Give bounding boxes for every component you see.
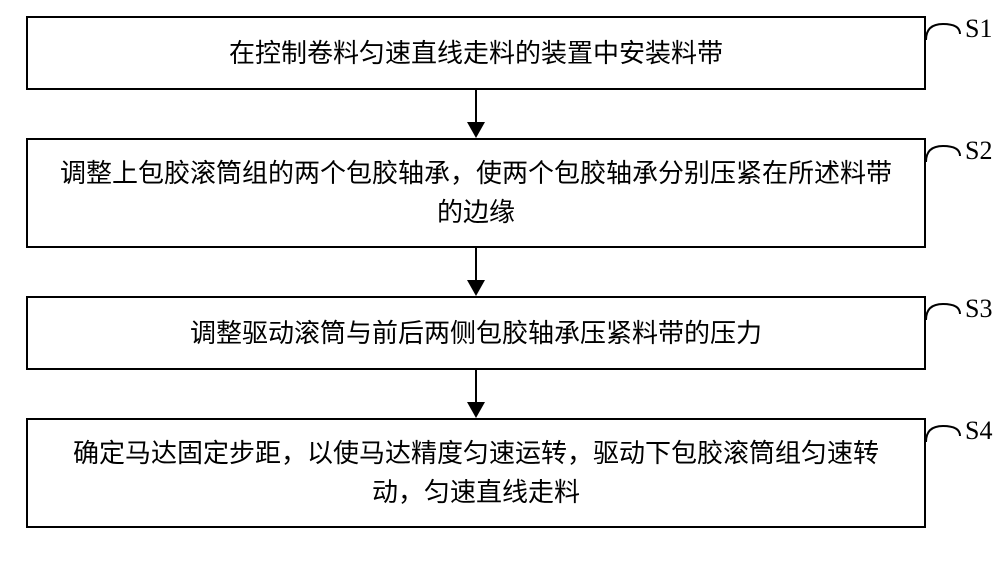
- step-label-3: S3: [965, 294, 992, 324]
- arrow-head-1: [467, 122, 485, 138]
- step-box-1: 在控制卷料匀速直线走料的装置中安装料带: [26, 16, 926, 90]
- step-text-3: 调整驱动滚筒与前后两侧包胶轴承压紧料带的压力: [190, 314, 762, 353]
- step-box-2: 调整上包胶滚筒组的两个包胶轴承，使两个包胶轴承分别压紧在所述料带的边缘: [26, 138, 926, 248]
- step-text-4: 确定马达固定步距，以使马达精度匀速运转，驱动下包胶滚筒组匀速转动，匀速直线走料: [48, 434, 904, 512]
- step-text-1: 在控制卷料匀速直线走料的装置中安装料带: [229, 34, 723, 73]
- arrow-line-2: [475, 248, 477, 280]
- arrow-line-1: [475, 90, 477, 122]
- step-box-3: 调整驱动滚筒与前后两侧包胶轴承压紧料带的压力: [26, 296, 926, 370]
- step-label-4: S4: [965, 416, 992, 446]
- step-label-2: S2: [965, 136, 992, 166]
- arrow-head-3: [467, 402, 485, 418]
- step-label-1: S1: [965, 14, 992, 44]
- step-box-4: 确定马达固定步距，以使马达精度匀速运转，驱动下包胶滚筒组匀速转动，匀速直线走料: [26, 418, 926, 528]
- arrow-head-2: [467, 280, 485, 296]
- step-text-2: 调整上包胶滚筒组的两个包胶轴承，使两个包胶轴承分别压紧在所述料带的边缘: [48, 154, 904, 232]
- arrow-line-3: [475, 370, 477, 402]
